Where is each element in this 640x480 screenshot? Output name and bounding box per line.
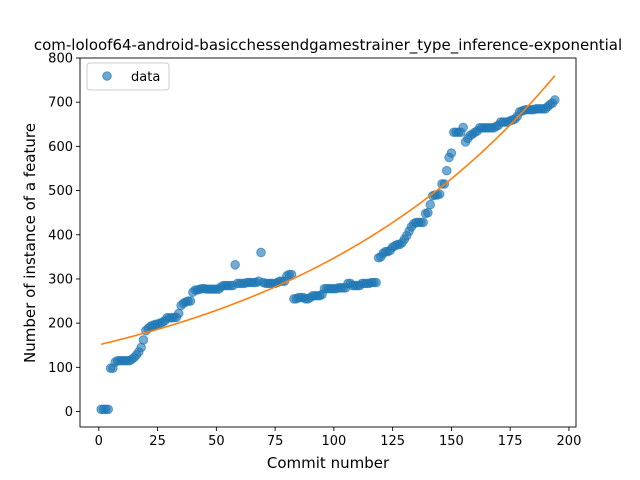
legend-marker-data xyxy=(102,71,112,81)
y-tick-label: 700 xyxy=(48,96,73,111)
y-tick-label: 0 xyxy=(65,405,73,420)
data-point xyxy=(434,189,445,199)
data-point xyxy=(138,335,149,345)
data-point xyxy=(425,199,436,210)
y-tick-label: 500 xyxy=(48,184,73,199)
fit-line xyxy=(100,75,556,346)
y-tick-label: 800 xyxy=(48,52,73,67)
y-tick-label: 100 xyxy=(48,361,73,376)
data-point xyxy=(423,207,433,218)
legend: data xyxy=(86,62,170,91)
chart-title: com-loloof64-android-basicchessendgamest… xyxy=(34,36,622,55)
data-point xyxy=(371,277,381,288)
x-axis-label: Commit number xyxy=(267,454,390,472)
y-tick-label: 200 xyxy=(48,317,73,332)
y-tick-label: 400 xyxy=(48,228,73,243)
data-points xyxy=(96,95,560,415)
data-point xyxy=(185,296,196,306)
data-point xyxy=(441,165,452,176)
x-tick-label: 50 xyxy=(208,434,225,449)
x-tick-label: 125 xyxy=(380,434,405,449)
legend-label-data: data xyxy=(131,70,160,85)
data-point xyxy=(446,148,457,158)
x-tick-label: 0 xyxy=(95,434,103,449)
data-point xyxy=(230,260,240,270)
y-axis-label: Number of instance of a feature xyxy=(21,123,39,363)
data-point xyxy=(458,122,468,133)
x-tick-label: 75 xyxy=(267,434,284,449)
legend-frame xyxy=(86,62,170,91)
x-tick-label: 200 xyxy=(557,434,582,449)
data-point xyxy=(173,308,184,319)
x-tick-label: 25 xyxy=(149,434,166,449)
y-tick-label: 600 xyxy=(48,140,73,155)
x-tick-label: 150 xyxy=(439,434,464,449)
x-tick-label: 100 xyxy=(321,434,346,449)
y-tick-label: 300 xyxy=(48,272,73,287)
data-point xyxy=(256,247,266,258)
data-point xyxy=(418,217,429,228)
fit-curve xyxy=(100,75,556,346)
plot-frame xyxy=(79,57,577,428)
x-tick-label: 175 xyxy=(498,434,523,449)
data-point xyxy=(103,404,114,415)
data-point xyxy=(550,95,560,105)
axes: 0 25 50 75 100 125 150 175 200 0 100 200 300 400 500 60… xyxy=(48,52,581,450)
